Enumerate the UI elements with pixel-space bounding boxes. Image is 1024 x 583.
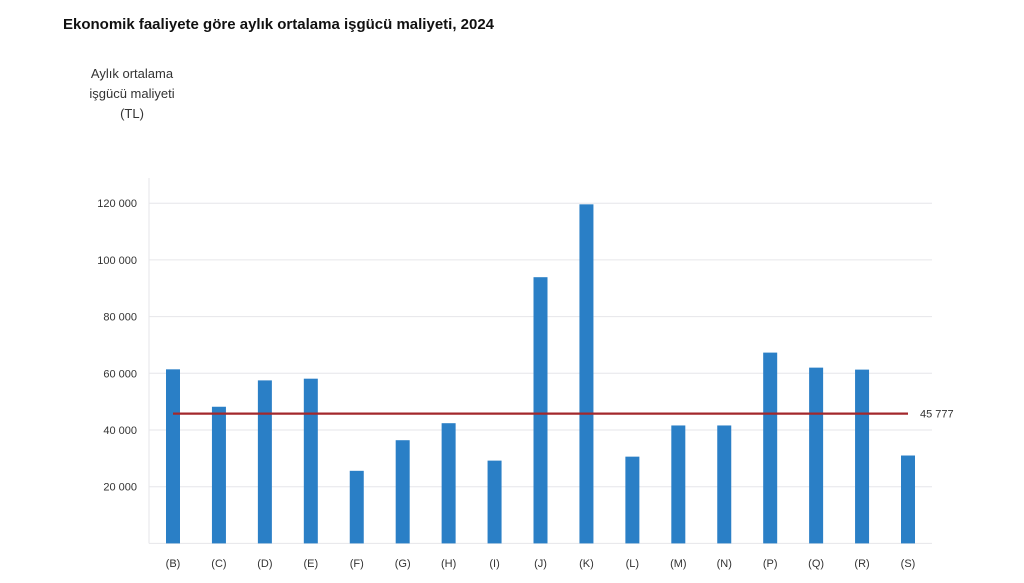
x-tick-label: (G) <box>395 558 411 570</box>
bar-s <box>901 455 915 544</box>
bar-g <box>395 440 410 544</box>
x-tick-label: (P) <box>763 558 778 570</box>
bar-q <box>809 367 824 544</box>
y-tick-label: 100 000 <box>97 255 137 267</box>
x-tick-label: (F) <box>350 558 364 570</box>
x-tick-label: (S) <box>901 558 916 570</box>
average-line-label: 45 777 <box>920 409 954 421</box>
bar-n <box>717 425 732 544</box>
x-tick-label: (C) <box>211 558 226 570</box>
x-tick-label: (N) <box>717 558 732 570</box>
bar-i <box>487 460 502 544</box>
x-tick-label: (B) <box>166 558 181 570</box>
x-tick-label: (K) <box>579 558 594 570</box>
y-tick-label: 20 000 <box>103 482 137 494</box>
bar-e <box>303 378 318 544</box>
bar-f <box>349 470 364 544</box>
bar-m <box>671 425 686 544</box>
bar-c <box>211 406 226 544</box>
x-tick-label: (J) <box>534 558 547 570</box>
bar-l <box>625 456 640 544</box>
x-tick-label: (R) <box>854 558 869 570</box>
bar-b <box>166 369 180 544</box>
x-tick-label: (I) <box>489 558 499 570</box>
x-tick-label: (H) <box>441 558 456 570</box>
bar-k <box>579 204 594 544</box>
y-tick-label: 80 000 <box>103 312 137 324</box>
x-tick-label: (M) <box>670 558 687 570</box>
x-tick-label: (Q) <box>808 558 824 570</box>
x-tick-label: (D) <box>257 558 272 570</box>
x-tick-label: (E) <box>303 558 318 570</box>
y-tick-label: 120 000 <box>97 198 137 210</box>
x-tick-label: (L) <box>626 558 639 570</box>
y-axis-label: Aylık ortalama işgücü maliyeti (TL) <box>89 66 175 121</box>
bar-p <box>763 352 778 544</box>
bar-d <box>257 380 272 544</box>
bar-j <box>533 277 548 544</box>
y-tick-label: 60 000 <box>103 368 137 380</box>
y-tick-label: 40 000 <box>103 425 137 437</box>
bar-h <box>441 423 456 544</box>
chart-title: Ekonomik faaliyete göre aylık ortalama i… <box>63 16 495 33</box>
bar-r <box>855 369 870 544</box>
